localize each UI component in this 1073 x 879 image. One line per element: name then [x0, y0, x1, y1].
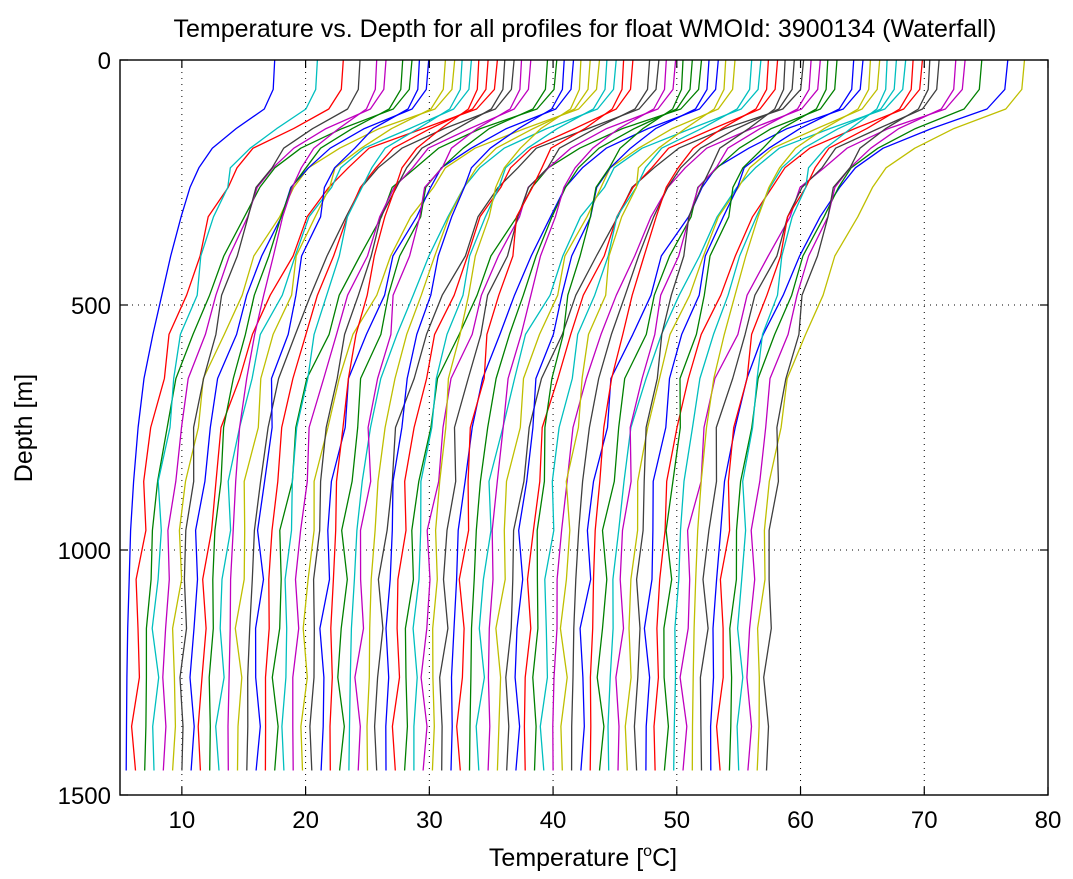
profile-line [125, 59, 276, 771]
x-tick-label: 30 [416, 807, 443, 834]
profile-line [254, 59, 421, 771]
x-axis-label: Temperature [oC] [489, 843, 677, 872]
profile-line [487, 59, 667, 771]
profile-line [456, 59, 625, 771]
y-axis-label: Depth [m] [10, 374, 38, 482]
profile-line [319, 59, 575, 771]
profile-line [475, 59, 762, 771]
profile-line [271, 59, 558, 771]
profile-line [234, 59, 447, 771]
profile-line [699, 59, 940, 771]
profile-line [579, 59, 864, 771]
profile-line [162, 59, 387, 771]
profile-line [728, 59, 983, 771]
profile-line [633, 59, 786, 771]
profile-line [756, 59, 1026, 771]
x-tick-label: 70 [911, 807, 938, 834]
profile-line [589, 59, 770, 771]
profile-line [624, 59, 881, 771]
y-tick-label: 0 [98, 48, 111, 75]
profile-line [663, 59, 829, 771]
profile-line [130, 59, 344, 771]
chart-title: Temperature vs. Depth for all profiles f… [173, 15, 996, 43]
profile-line [746, 59, 957, 771]
profile-line [208, 59, 404, 771]
x-axis-label-suffix: C] [652, 844, 677, 872]
x-tick-label: 50 [663, 807, 690, 834]
profile-line [309, 59, 506, 771]
x-tick-label: 20 [292, 807, 319, 834]
profile-line [570, 59, 795, 771]
profile-line [495, 59, 736, 771]
profile-line [763, 59, 931, 771]
profile-line [691, 59, 872, 771]
profile-line [523, 59, 779, 771]
grid-lines [120, 59, 1049, 796]
profile-line [514, 59, 710, 771]
profile-line [391, 59, 634, 771]
x-tick-label: 80 [1035, 807, 1062, 834]
profile-line [403, 59, 703, 771]
profile-line [736, 59, 888, 771]
profile-line [264, 59, 489, 771]
profile-line [215, 59, 473, 771]
y-tick-label: 1000 [58, 538, 111, 565]
profile-line [431, 59, 582, 771]
profile-line [439, 59, 651, 771]
profile-line [329, 59, 480, 771]
profile-line [643, 59, 855, 771]
profile-line [151, 59, 319, 771]
profile-line [189, 59, 430, 771]
x-tick-label: 40 [540, 807, 567, 834]
y-tick-label: 1500 [58, 783, 111, 810]
x-axis-label-superscript: o [643, 843, 652, 860]
x-tick-label: 60 [787, 807, 814, 834]
profile-line [709, 59, 1009, 771]
profile-line [179, 59, 361, 771]
profile-series [125, 59, 1026, 771]
profile-line [337, 59, 549, 771]
profile-line [607, 59, 907, 771]
profile-line [715, 59, 914, 771]
profile-line [450, 59, 719, 771]
profile-line [348, 59, 617, 771]
plot-frame [119, 59, 1049, 796]
profile-line [354, 59, 523, 771]
axis-ticks: 10 20 30 40 50 60 70 80 0 500 1000 1500 [58, 48, 1062, 834]
profile-line [385, 59, 565, 771]
profile-line [559, 59, 727, 771]
profile-line [420, 59, 677, 771]
profile-line [615, 59, 812, 771]
profile-line [171, 59, 456, 771]
profile-line [539, 59, 753, 771]
x-tick-label: 10 [169, 807, 196, 834]
profile-line [412, 59, 608, 771]
y-tick-label: 500 [71, 293, 111, 320]
profile-line [468, 59, 693, 771]
profile-line [300, 59, 601, 771]
profile-line [281, 59, 463, 771]
x-axis-label-prefix: Temperature [ [489, 844, 643, 872]
profile-line [596, 59, 838, 771]
profile-line [532, 59, 684, 771]
profile-line [227, 59, 378, 771]
profile-line [366, 59, 591, 771]
profile-line [292, 59, 532, 771]
profile-line [673, 59, 898, 771]
